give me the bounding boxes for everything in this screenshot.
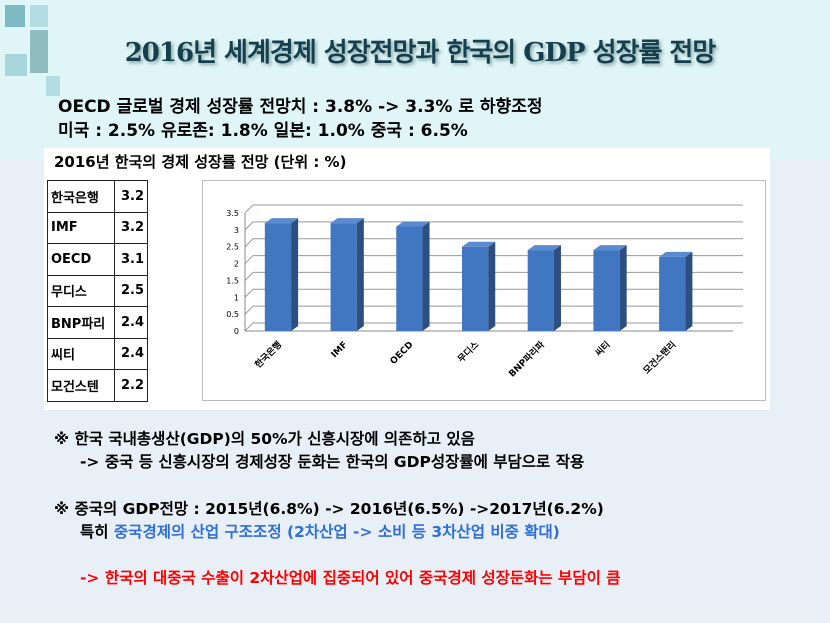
header-background bbox=[0, 0, 830, 160]
x-tick-label: 씨티 bbox=[592, 339, 612, 359]
note-text: 특히 bbox=[80, 523, 114, 541]
note-3: -> 한국의 대중국 수출이 2차산업에 집중되어 있어 중국경제 성장둔화는 … bbox=[80, 569, 621, 587]
source-name: 씨티 bbox=[46, 337, 116, 370]
bar bbox=[593, 250, 620, 331]
x-tick-label: BNP파리파 bbox=[506, 338, 547, 379]
x-tick-label: 무디스 bbox=[455, 338, 482, 365]
x-tick-label: 모건스탠리 bbox=[641, 339, 679, 377]
table-row: OECD 3.1 bbox=[46, 243, 148, 276]
bar bbox=[396, 226, 423, 331]
forecast-table: 한국은행 3.2 IMF 3.2 OECD 3.1 무디스 2.5 BNP파리 2.4 씨티 2.4 모… bbox=[46, 180, 148, 402]
bar-top bbox=[527, 245, 561, 251]
bar-side bbox=[291, 218, 299, 331]
table-row: 씨티 2.4 bbox=[46, 337, 148, 370]
source-name: 한국은행 bbox=[46, 180, 116, 213]
table-row: 모건스텐 2.2 bbox=[46, 369, 148, 402]
growth-value: 3.2 bbox=[114, 180, 148, 213]
bullet: ※ bbox=[54, 430, 70, 448]
note-highlight-blue: 중국경제의 산업 구조조정 (2차산업 -> 소비 등 3차산업 비중 확대) bbox=[113, 523, 560, 541]
bar-side bbox=[553, 245, 561, 331]
gridline bbox=[244, 221, 743, 231]
decor-square bbox=[30, 30, 48, 73]
panel-title: 2016년 한국의 경제 성장률 전망 (단위 : %) bbox=[54, 153, 347, 171]
bar-side bbox=[422, 221, 430, 331]
gridline bbox=[244, 288, 743, 298]
bar bbox=[264, 223, 292, 331]
x-tick-label: 한국은행 bbox=[252, 339, 284, 371]
note-1a: ※ 한국 국내총생산(GDP)의 50%가 신흥시장에 의존하고 있음 bbox=[54, 427, 475, 449]
bar-top bbox=[330, 218, 364, 224]
bar bbox=[330, 223, 357, 331]
source-name: OECD bbox=[46, 243, 116, 276]
decor-square bbox=[5, 54, 27, 76]
slide-title: 2016년 세계경제 성장전망과 한국의 GDP 성장률 전망 bbox=[124, 38, 717, 68]
bar-top bbox=[461, 241, 496, 247]
decor-square bbox=[46, 76, 60, 96]
note-2b: 특히 중국경제의 산업 구조조정 (2차산업 -> 소비 등 3차산업 비중 확… bbox=[80, 520, 560, 542]
summary-line-2: 미국 : 2.5% 유로존: 1.8% 일본: 1.0% 중국 : 6.5% bbox=[58, 121, 468, 141]
growth-value: 3.2 bbox=[114, 211, 148, 244]
y-tick-label: 1.5 bbox=[226, 276, 239, 285]
bar-side bbox=[356, 218, 364, 331]
gridline bbox=[244, 204, 743, 214]
growth-value: 2.5 bbox=[114, 274, 148, 307]
growth-value: 2.4 bbox=[114, 306, 148, 339]
gridline bbox=[244, 238, 743, 248]
gridline bbox=[244, 255, 743, 264]
bar-top bbox=[396, 221, 430, 227]
note-1b: -> 중국 등 신흥시장의 경제성장 둔화는 한국의 GDP성장률에 부담으로 … bbox=[80, 453, 585, 471]
table-row: 무디스 2.5 bbox=[46, 274, 148, 307]
decor-square bbox=[30, 5, 48, 27]
y-tick-label: 3.5 bbox=[226, 209, 239, 218]
y-tick-label: 3 bbox=[234, 226, 239, 235]
chart-svg: 0 0.5 1 1.5 2 2.5 3 3.5 한국은행 IMF OECD 무디스 BNP파리파 씨티 모건… bbox=[226, 204, 743, 380]
y-tick-label: 2.5 bbox=[226, 243, 239, 252]
bar-top bbox=[593, 245, 627, 251]
growth-value: 2.2 bbox=[114, 369, 148, 402]
bar-top bbox=[264, 218, 299, 224]
source-name: 모건스텐 bbox=[46, 369, 116, 402]
source-name: 무디스 bbox=[46, 274, 116, 307]
y-tick-label: 1 bbox=[234, 293, 239, 302]
decor-square bbox=[5, 5, 25, 27]
x-tick-label: OECD bbox=[389, 340, 416, 367]
growth-value: 3.1 bbox=[114, 243, 148, 276]
source-name: BNP파리 bbox=[46, 306, 116, 339]
y-tick-label: 0 bbox=[234, 327, 239, 336]
bar bbox=[527, 250, 554, 331]
y-tick-label: 2 bbox=[234, 260, 239, 269]
note-text: 한국 국내총생산(GDP)의 50%가 신흥시장에 의존하고 있음 bbox=[74, 430, 475, 448]
note-text: 중국의 GDP전망 : 2015년(6.8%) -> 2016년(6.5%) -… bbox=[74, 500, 604, 518]
bar-side bbox=[488, 241, 496, 331]
gridline bbox=[244, 305, 743, 315]
y-tick-label: 0.5 bbox=[226, 310, 239, 319]
summary-line-1: OECD 글로벌 경제 성장률 전망치 : 3.8% -> 3.3% 로 하향조… bbox=[58, 97, 543, 117]
bar bbox=[461, 246, 489, 331]
gridline bbox=[244, 271, 743, 281]
table-row: IMF 3.2 bbox=[46, 211, 148, 244]
gridline bbox=[244, 322, 743, 332]
bullet: ※ bbox=[54, 500, 70, 518]
source-name: IMF bbox=[46, 211, 116, 244]
table-row: BNP파리 2.4 bbox=[46, 306, 148, 339]
x-tick-label: IMF bbox=[330, 340, 350, 360]
bar-side bbox=[685, 251, 693, 331]
note-2a: ※ 중국의 GDP전망 : 2015년(6.8%) -> 2016년(6.5%)… bbox=[54, 497, 604, 519]
growth-value: 2.4 bbox=[114, 337, 148, 370]
bar-chart: 0 0.5 1 1.5 2 2.5 3 3.5 한국은행 IMF OECD 무디스 BNP파리파 씨티 모건… bbox=[202, 180, 766, 401]
bar-top bbox=[659, 251, 693, 257]
bar bbox=[659, 256, 686, 331]
bar-side bbox=[619, 245, 627, 331]
table-row: 한국은행 3.2 bbox=[46, 180, 148, 213]
